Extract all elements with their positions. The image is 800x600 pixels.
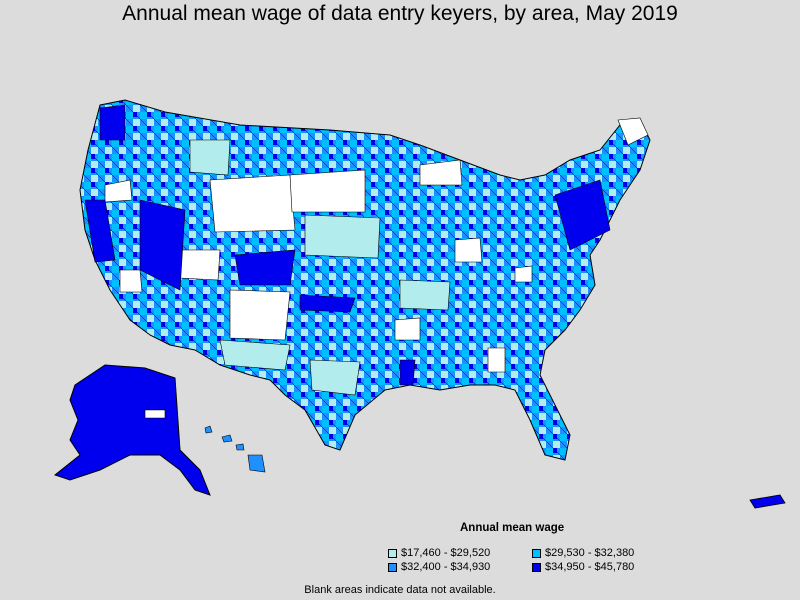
low-wage-regions xyxy=(189,139,451,396)
legend-label-4: $34,950 - $45,780 xyxy=(545,561,635,573)
alaska-blank-area xyxy=(144,409,166,419)
legend-item-1: $17,460 - $29,520 xyxy=(388,547,490,559)
legend-label-2: $29,530 - $32,380 xyxy=(545,547,635,559)
legend-title: Annual mean wage xyxy=(460,522,565,534)
puerto-rico xyxy=(749,494,786,509)
alaska xyxy=(53,364,211,496)
legend-swatch-1 xyxy=(388,548,397,558)
map-title: Annual mean wage of data entry keyers, b… xyxy=(122,2,678,25)
legend-swatch-4 xyxy=(532,562,541,572)
legend-item-4: $34,950 - $45,780 xyxy=(532,561,634,573)
hawaii xyxy=(204,425,266,473)
legend-item-2: $29,530 - $32,380 xyxy=(532,547,634,559)
legend-label-3: $32,400 - $34,930 xyxy=(401,561,491,573)
blank-regions xyxy=(104,117,649,373)
high-wage-regions xyxy=(84,104,611,386)
legend-label-1: $17,460 - $29,520 xyxy=(401,547,491,559)
legend-swatch-2 xyxy=(532,548,541,558)
footnote: Blank areas indicate data not available. xyxy=(304,584,496,596)
legend-item-3: $32,400 - $34,930 xyxy=(388,561,490,573)
legend-swatch-3 xyxy=(388,562,397,572)
